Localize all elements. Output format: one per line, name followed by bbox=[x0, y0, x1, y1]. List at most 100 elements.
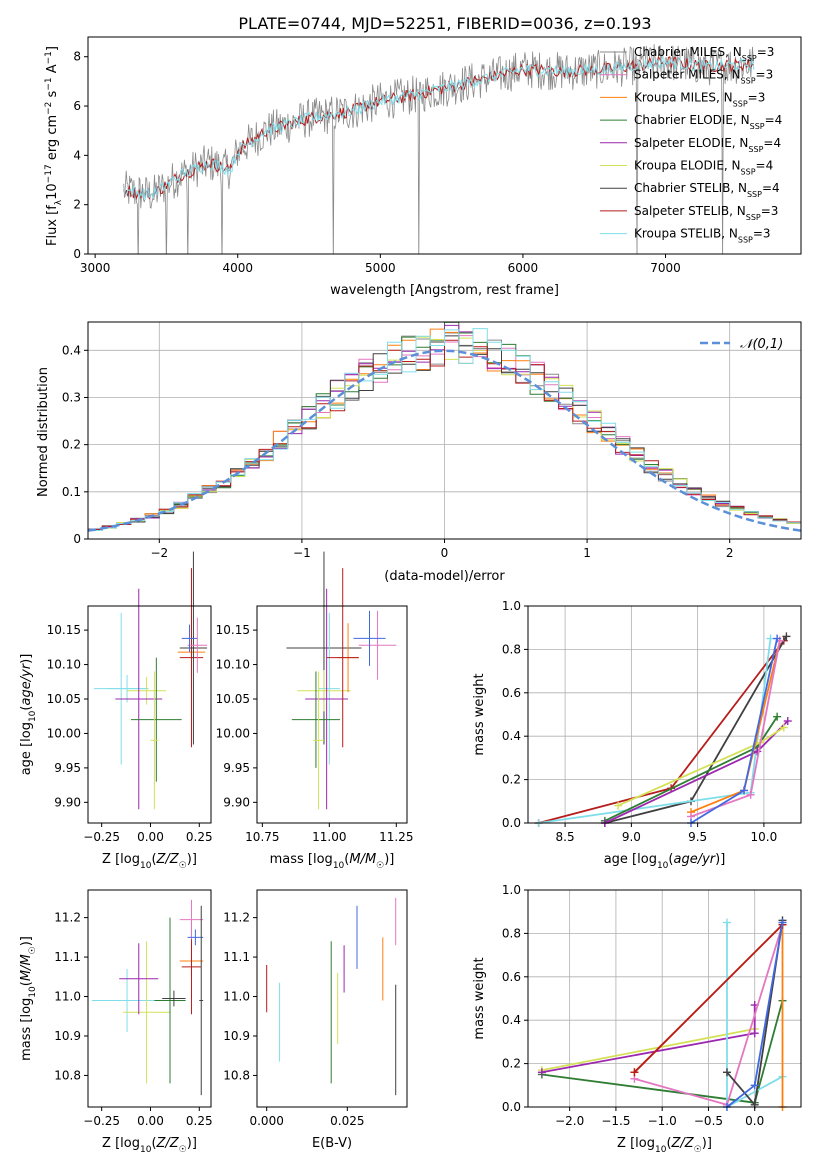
x-tick-label: 3000 bbox=[80, 261, 111, 275]
x-tick-label: 1 bbox=[583, 546, 591, 560]
plus-marker bbox=[722, 1068, 731, 1077]
legend-label: Salpeter STELIB, N bbox=[634, 204, 746, 218]
axes-frame bbox=[527, 605, 802, 824]
x-axis-label-part: 10 bbox=[140, 861, 152, 871]
errorbar-point bbox=[130, 657, 182, 782]
y-tick-label: 10.00 bbox=[47, 726, 81, 740]
errorbar-point bbox=[187, 929, 204, 946]
y-axis-label-part: 10 bbox=[28, 710, 38, 722]
weight-series bbox=[537, 916, 787, 1111]
x-tick-label: 9.0 bbox=[622, 830, 641, 844]
weight-series bbox=[534, 632, 792, 827]
y-tick-label: 0 bbox=[73, 247, 81, 261]
y-tick-label: 9.90 bbox=[54, 795, 81, 809]
legend-label: Chabrier MILES, N bbox=[634, 45, 742, 59]
y-tick-label: 10.9 bbox=[54, 1029, 81, 1043]
errorbar-point bbox=[358, 610, 397, 680]
spectrum-panel: 3000 4000 5000 6000 7000 0 2 4 6 8 Chabrier MILES,… bbox=[44, 36, 802, 298]
y-tick-label: 10.8 bbox=[54, 1068, 81, 1082]
legend-label: Chabrier STELIB, N bbox=[634, 181, 747, 195]
legend-label: Salpeter ELODIE, N bbox=[634, 136, 748, 150]
legend-label: Chabrier ELODIE, N bbox=[634, 113, 750, 127]
y-tick-label: 1.0 bbox=[502, 599, 521, 613]
error-bars bbox=[266, 897, 397, 1096]
y-tick-label: 0.4 bbox=[62, 343, 81, 357]
x-axis-label-part: Z/Z bbox=[156, 1136, 180, 1151]
x-tick-label: −1.5 bbox=[601, 1114, 630, 1128]
legend-sub: SSP bbox=[741, 76, 756, 85]
y-axis-label-part: )] bbox=[19, 654, 34, 664]
axes-frame bbox=[87, 889, 212, 1108]
y-tick-label: 10.00 bbox=[216, 726, 250, 740]
x-tick-label: −2 bbox=[150, 546, 168, 560]
x-axis-label: (data-model)/error bbox=[384, 569, 505, 584]
mass-vs-extinction-panel: 0.000 0.025 10.8 10.9 11.0 11.1 11.2 E(B-V) bbox=[223, 889, 408, 1151]
x-tick-label: 4000 bbox=[222, 261, 253, 275]
y-axis-label-part: A bbox=[45, 64, 60, 77]
y-tick-label: 0 bbox=[73, 532, 81, 546]
y-tick-label: 10.9 bbox=[223, 1029, 250, 1043]
legend-entry: Kroupa ELODIE, NSSP=4 bbox=[634, 159, 773, 177]
plus-marker bbox=[750, 1081, 759, 1090]
y-tick-label: 10.8 bbox=[223, 1068, 250, 1082]
normal-curve bbox=[88, 349, 801, 532]
x-tick-label: 6000 bbox=[508, 261, 539, 275]
x-axis-label-part: ☉ bbox=[179, 1145, 187, 1155]
y-tick-label: 4 bbox=[73, 148, 81, 162]
legend-entry: Chabrier ELODIE, NSSP=4 bbox=[634, 113, 782, 131]
legend-sub: SSP bbox=[748, 144, 763, 153]
y-tick-label: 0.3 bbox=[62, 390, 81, 404]
figure-title: PLATE=0744, MJD=52251, FIBERID=0036, z=0… bbox=[238, 14, 651, 33]
histograms bbox=[88, 322, 801, 532]
plus-marker bbox=[630, 1068, 639, 1077]
y-tick-label: 11.0 bbox=[54, 990, 81, 1004]
x-tick-label: −0.25 bbox=[83, 830, 120, 844]
legend-label: Kroupa MILES, N bbox=[634, 90, 733, 104]
x-axis-label-part: )] bbox=[187, 1136, 197, 1151]
x-axis-label-part: age/yr bbox=[673, 852, 716, 867]
x-axis-label: mass [log10(M/M☉)] bbox=[270, 852, 395, 871]
x-tick-label: 0.000 bbox=[249, 1114, 283, 1128]
errorbar-point bbox=[119, 943, 159, 1015]
legend-suffix: =4 bbox=[763, 136, 781, 150]
legend-sub: SSP bbox=[738, 235, 753, 244]
y-axis-label: Flux [fλ10−17 erg cm−2 s−1 A−1] bbox=[44, 46, 64, 246]
axes-frame bbox=[527, 889, 802, 1108]
x-tick-label: 0 bbox=[441, 546, 449, 560]
errorbar-point bbox=[326, 568, 359, 748]
y-tick-label: 11.2 bbox=[54, 911, 81, 925]
y-tick-label: 0.2 bbox=[502, 1057, 521, 1071]
x-tick-label: 0.25 bbox=[186, 1114, 213, 1128]
y-tick-label: 10.05 bbox=[47, 692, 81, 706]
axes-frame bbox=[87, 605, 212, 824]
residuals-panel: −2 −1 0 1 2 0 0.1 0.2 0.3 0.4 𝒩(0,1) (data-model)/e… bbox=[36, 321, 802, 584]
y-tick-label: 0.0 bbox=[502, 1100, 521, 1114]
x-axis-label-part: Z [log bbox=[102, 1136, 140, 1151]
x-axis-label-part: )] bbox=[384, 852, 394, 867]
weight-vs-age-panel: 8.5 9.0 9.5 10.0 0.0 0.2 0.4 0.6 0.8 1.0 age [log1… bbox=[472, 599, 802, 871]
x-axis-label: E(B-V) bbox=[312, 1136, 352, 1151]
y-tick-label: 10.10 bbox=[47, 658, 81, 672]
legend-sub: SSP bbox=[742, 54, 757, 63]
x-axis-label-part: M/M bbox=[349, 852, 376, 867]
errorbar-point bbox=[123, 941, 170, 1084]
legend-suffix: =4 bbox=[762, 181, 780, 195]
y-axis-label-part: erg cm bbox=[45, 115, 60, 164]
plus-marker bbox=[753, 747, 762, 756]
x-axis-label-part: 10 bbox=[333, 861, 345, 871]
y-axis-label-part: ( bbox=[19, 981, 34, 986]
legend-suffix: =4 bbox=[756, 159, 774, 173]
legend-sub: SSP bbox=[746, 212, 761, 221]
x-tick-label: 0.025 bbox=[330, 1114, 364, 1128]
errorbar-point bbox=[179, 568, 204, 748]
y-axis-label-part: −2 bbox=[44, 102, 54, 115]
x-tick-label: 11.00 bbox=[312, 830, 346, 844]
weight-vs-metallicity-panel: −2.0 −1.5 −1.0 −0.5 0.0 0.0 0.2 0.4 0.6 0.8 1.0 Z [… bbox=[472, 883, 802, 1155]
y-axis-label-part: 10 bbox=[45, 183, 60, 200]
plus-marker bbox=[773, 634, 782, 643]
errorbar-point bbox=[297, 670, 351, 712]
x-tick-label: −2.0 bbox=[555, 1114, 584, 1128]
plus-marker bbox=[773, 712, 782, 721]
